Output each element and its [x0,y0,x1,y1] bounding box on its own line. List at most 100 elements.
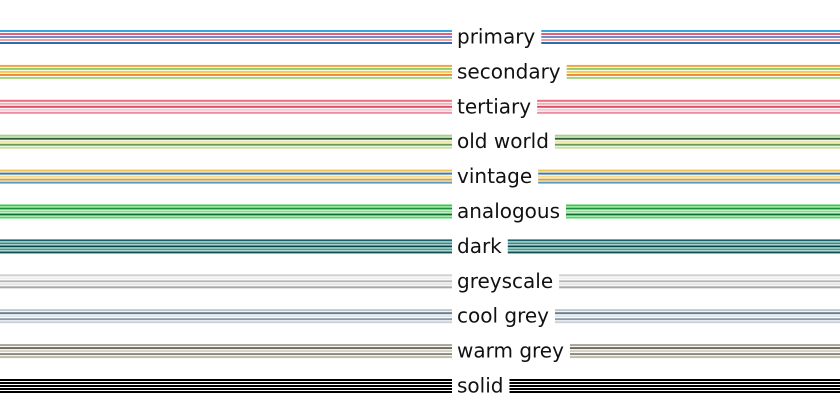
palette-stripe [509,388,840,390]
palette-name: old world [457,129,549,153]
palette-stripe [0,102,452,105]
palette-stripe [0,111,452,114]
palette-stripe [0,239,452,242]
palette-row: greyscale [0,269,840,293]
palette-stripe [538,181,840,184]
palette-stripe [538,178,840,181]
palette-stripe [0,286,452,289]
palette-stripe [0,388,452,390]
palette-stripe [559,274,840,277]
palette-stripe [555,312,840,315]
palette-name: vintage [457,164,532,188]
palette-stripe [507,245,840,248]
palette-stripe [509,382,840,384]
palette-stripe [0,277,452,280]
palette-stripe [0,213,452,216]
palette-stripe [0,169,452,172]
palette-stripe [0,242,452,245]
palette-stripe [554,146,840,149]
palette-stripe [0,67,452,70]
palette-stripe [0,99,452,102]
palette-stripe [509,379,840,381]
palette-stripe [555,321,840,324]
palette-stripe [537,111,840,114]
palette-stripe [0,245,452,248]
palette-stripe [569,347,840,350]
palette-stripe [0,382,452,384]
palette-stripe [0,248,452,251]
palette-stripe [0,33,452,35]
palette-stripe [0,350,452,353]
palette-name: greyscale [457,269,553,293]
palette-stripe [0,379,452,381]
palette-stripe [0,76,452,79]
palette-stripe [0,64,452,67]
palette-stripe [538,175,840,178]
palette-row: cool grey [0,304,840,328]
palette-stripe [559,280,840,283]
palette-stripe [555,315,840,318]
palette-stripe [0,251,452,254]
palette-stripe [569,344,840,347]
palette-stripe [559,283,840,286]
palette-name: solid [457,374,503,398]
palette-stripe [0,39,452,41]
palette-name: dark [457,234,502,258]
palette-stripe [0,137,452,140]
palette-stripe [559,286,840,289]
palette-stripe [0,42,452,44]
palette-stripe [566,73,840,76]
palette-stripe [566,207,840,210]
palette-stripe [507,248,840,251]
palette-stripe [0,175,452,178]
palette-stripe [0,283,452,286]
palette-row: vintage [0,164,840,188]
palette-stripe [554,134,840,137]
palette-stripe [537,99,840,102]
palette-stripe [537,102,840,105]
palette-stripe [566,67,840,70]
palette-stripe [0,385,452,387]
palette-stripe [538,169,840,172]
palette-name: secondary [457,59,561,83]
palette-row: solid [0,374,840,398]
palette-stripe [0,204,452,207]
palette-stripe [0,347,452,350]
palette-stripe [0,140,452,143]
palette-stripe [569,353,840,356]
palette-stripe [0,274,452,277]
palette-stripe [537,108,840,111]
palette-stripe [541,42,840,44]
palette-stripe [541,33,840,35]
palette-stripe [0,391,452,393]
palette-stripe [0,134,452,137]
palette-stripe [541,39,840,41]
palette-stripe [555,318,840,321]
palette-stripe [566,210,840,213]
palette-stripe [555,309,840,312]
palette-name: analogous [457,199,560,223]
palette-stripe [569,356,840,359]
palette-stripe [507,251,840,254]
palette-stripe [507,242,840,245]
palette-stripe [0,36,452,38]
palette-stripe [0,321,452,324]
palette-stripe [507,239,840,242]
palette-stripe [541,36,840,38]
palette-stripe [566,216,840,219]
palette-stripe [538,172,840,175]
palette-row: secondary [0,59,840,83]
palette-name: warm grey [457,339,564,363]
palette-stripe [0,216,452,219]
palette-stripe [0,178,452,181]
palette-stripe [559,277,840,280]
palette-stripe [0,143,452,146]
palette-row: tertiary [0,94,840,118]
palette-stripe [554,140,840,143]
palette-stripe [0,280,452,283]
palette-name: cool grey [457,304,549,328]
palette-stripe [0,309,452,312]
palette-stripe [509,391,840,393]
palette-name: primary [457,25,535,49]
